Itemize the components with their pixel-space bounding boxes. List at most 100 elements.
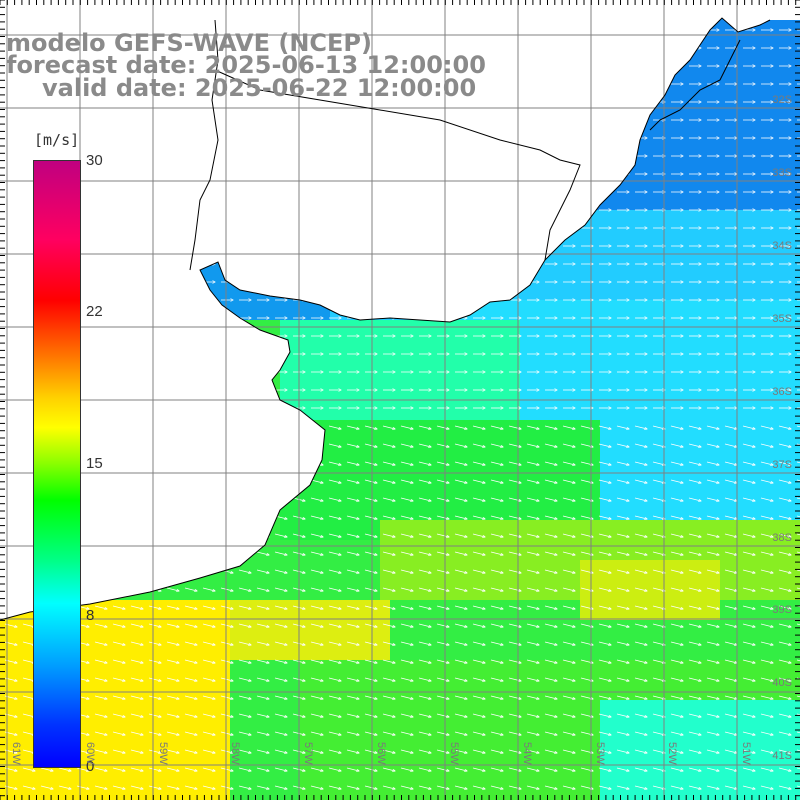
wind-arrow (202, 731, 215, 735)
wind-arrow (598, 713, 611, 717)
wind-arrow (166, 641, 179, 645)
wind-arrow (688, 677, 701, 681)
wind-arrow (742, 641, 755, 645)
wind-arrow (544, 767, 557, 771)
wind-arrow (454, 695, 467, 699)
wind-arrow (130, 659, 143, 663)
wind-arrow (760, 425, 773, 429)
wind-arrow (760, 713, 773, 717)
wind-arrow (472, 713, 485, 717)
lat-label: 37S (772, 459, 792, 471)
wind-arrow (400, 461, 413, 465)
wind-arrow (796, 749, 800, 754)
wind-arrow (166, 749, 179, 753)
wind-arrow (94, 605, 107, 609)
wind-arrow (616, 713, 629, 717)
wind-arrow (454, 749, 467, 753)
wind-arrow (364, 695, 377, 699)
colorbar-tick-15: 15 (86, 455, 103, 472)
wind-arrow (418, 767, 431, 771)
wind-arrow (562, 515, 575, 519)
wind-arrow (778, 677, 791, 681)
wind-arrow (490, 713, 503, 717)
wind-arrow (526, 713, 539, 717)
wind-arrow (526, 497, 539, 501)
wind-arrow (508, 533, 521, 537)
wind-arrow (670, 659, 683, 663)
wind-arrow (328, 515, 341, 519)
wind-arrow (508, 641, 521, 645)
wind-arrow (274, 713, 287, 717)
wind-arrow (742, 731, 755, 735)
wind-arrow (400, 623, 413, 627)
wind-arrow (364, 605, 377, 609)
wind-arrow (616, 497, 629, 501)
wind-arrow (652, 515, 665, 519)
wind-arrow (130, 641, 143, 645)
wind-arrow (382, 695, 395, 699)
wind-arrow (490, 533, 503, 537)
wind-arrow (742, 515, 755, 519)
wind-arrow (652, 623, 665, 627)
wind-arrow (796, 623, 800, 628)
wind-arrow (706, 677, 719, 681)
wind-arrow (796, 659, 800, 664)
colorbar-tick-22: 22 (86, 303, 103, 320)
wind-arrow (724, 623, 737, 627)
wind-arrow (598, 425, 611, 429)
wind-arrow (688, 749, 701, 753)
wind-arrow (526, 605, 539, 609)
wind-arrow (310, 479, 323, 483)
wind-arrow (490, 659, 503, 663)
wind-arrow (652, 569, 665, 573)
wind-arrow (400, 731, 413, 735)
wind-arrow (688, 497, 701, 501)
wind-arrow (544, 533, 557, 537)
wind-arrow (310, 641, 323, 645)
wind-arrow (526, 749, 539, 753)
wind-arrow (310, 623, 323, 627)
wind-arrow (760, 623, 773, 627)
wind-arrow (724, 677, 737, 681)
wind-arrow (634, 605, 647, 609)
wind-arrow (436, 623, 449, 627)
wind-arrow (652, 587, 665, 591)
wind-arrow (616, 605, 629, 609)
wind-arrow (400, 569, 413, 573)
wind-arrow (382, 533, 395, 537)
wind-arrow (148, 605, 161, 609)
wind-arrow (346, 461, 359, 465)
wind-arrow (562, 569, 575, 573)
wind-arrow (688, 695, 701, 699)
wind-arrow (382, 443, 395, 447)
wind-arrow (688, 425, 701, 429)
wind-arrow (472, 479, 485, 483)
wind-arrow (562, 533, 575, 537)
wind-arrow (364, 767, 377, 771)
wind-arrow (616, 749, 629, 753)
wind-arrow (382, 677, 395, 681)
wind-arrow (652, 695, 665, 699)
wind-arrow (94, 713, 107, 717)
wind-arrow (472, 587, 485, 591)
wind-arrow (796, 713, 800, 718)
wind-arrow (184, 587, 197, 591)
wind-arrow (472, 569, 485, 573)
wind-arrow (94, 749, 107, 753)
wind-arrow (634, 713, 647, 717)
wind-arrow (598, 569, 611, 573)
lon-label: 61W (10, 742, 22, 765)
wind-arrow (670, 587, 683, 591)
wind-arrow (778, 497, 791, 501)
wind-arrow (760, 641, 773, 645)
wind-arrow (202, 713, 215, 717)
wind-arrow (202, 587, 215, 591)
wind-arrow (724, 587, 737, 591)
wind-arrow (598, 515, 611, 519)
wind-arrow (454, 569, 467, 573)
wind-arrow (328, 641, 341, 645)
wind-arrow (706, 461, 719, 465)
wind-arrow (562, 749, 575, 753)
wind-arrow (274, 659, 287, 663)
